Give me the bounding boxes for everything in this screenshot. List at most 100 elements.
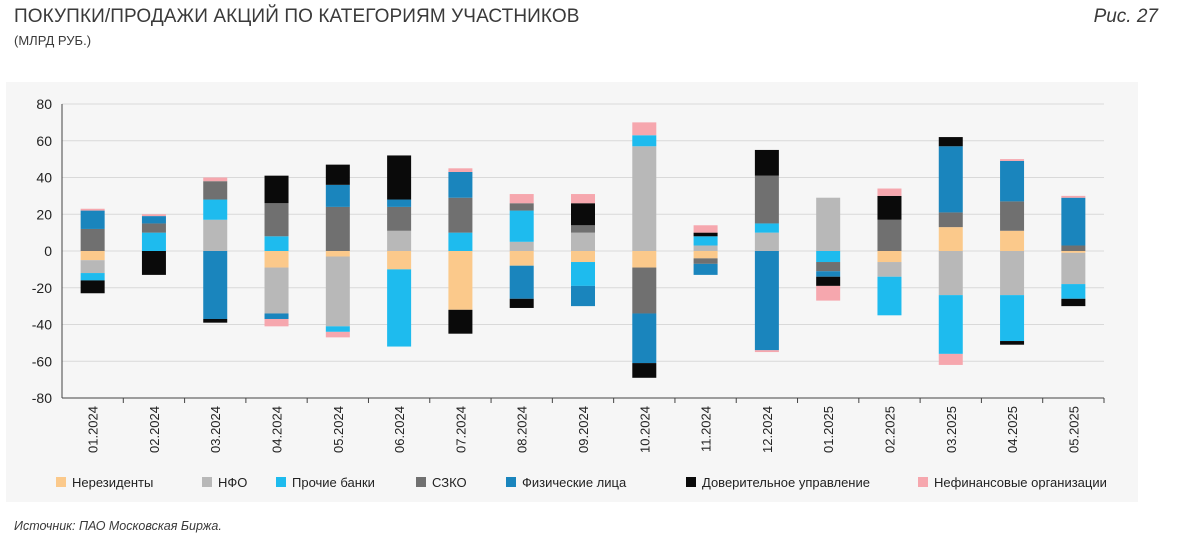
- x-tick-label: 07.2024: [453, 406, 468, 453]
- bar-segment: [632, 135, 657, 147]
- bar-segment: [816, 262, 841, 272]
- bar-segment: [264, 267, 289, 314]
- bar-segment: [754, 232, 779, 251]
- x-tick-label: 06.2024: [392, 406, 407, 453]
- bar-segment: [693, 225, 718, 233]
- bar-segment: [1000, 230, 1025, 251]
- bar-segment: [754, 175, 779, 224]
- bar-segment: [816, 251, 841, 263]
- bar-segment: [816, 271, 841, 277]
- bar-segment: [1000, 251, 1025, 296]
- bar-segment: [141, 232, 166, 251]
- bar-segment: [80, 210, 105, 229]
- bar-segment: [80, 273, 105, 281]
- bar-segment: [325, 164, 350, 185]
- bar-segment: [632, 267, 657, 314]
- bar-segment: [1061, 284, 1086, 299]
- bar-segment: [264, 251, 289, 268]
- bar-segment: [264, 318, 289, 327]
- chart-subtitle: (МЛРД РУБ.): [14, 33, 92, 48]
- bar-segment: [938, 137, 963, 147]
- bar-segment: [754, 350, 779, 353]
- bar-segment: [693, 251, 718, 259]
- bar-segment: [571, 194, 595, 204]
- legend-label: Нерезиденты: [72, 475, 153, 490]
- legend-swatch: [276, 477, 286, 487]
- chart-title: ПОКУПКИ/ПРОДАЖИ АКЦИЙ ПО КАТЕГОРИЯМ УЧАС…: [14, 6, 580, 27]
- bar-segment: [141, 251, 166, 275]
- bar-segment: [1000, 160, 1025, 202]
- x-tick-label: 01.2025: [821, 406, 836, 453]
- bar-segment: [141, 216, 166, 224]
- bar-segment: [632, 363, 657, 378]
- bar-segment: [693, 245, 718, 251]
- y-tick-label: -40: [32, 317, 52, 333]
- bar-segment: [203, 219, 228, 251]
- bar-segment: [387, 269, 412, 347]
- y-tick-label: -60: [32, 353, 52, 369]
- bar-segment: [203, 318, 228, 323]
- x-tick-label: 09.2024: [576, 406, 591, 453]
- bar-segment: [325, 331, 350, 338]
- bar-segment: [325, 256, 350, 327]
- chart-svg: 80 60 40 20 0 -20 -40 -60 -80 01.2024 02.2024 03.20…: [32, 96, 1107, 490]
- bar-segment: [693, 258, 718, 264]
- x-tick-label: 03.2025: [944, 406, 959, 453]
- bar-segment: [203, 177, 228, 182]
- legend-label: Физические лица: [522, 475, 627, 490]
- bar-segment: [264, 203, 289, 237]
- x-tick-label: 05.2024: [331, 406, 346, 453]
- bar-segment: [938, 212, 963, 228]
- bar-segment: [80, 251, 105, 261]
- bar-segment: [632, 122, 657, 136]
- bar-segment: [448, 309, 473, 334]
- bar-segment: [877, 276, 902, 316]
- bar-segment: [1061, 197, 1086, 246]
- bar-segment: [80, 260, 105, 274]
- legend-swatch: [506, 477, 516, 487]
- x-tick-label: 01.2024: [86, 406, 101, 453]
- bar-segment: [938, 227, 963, 251]
- x-tick-label: 12.2024: [760, 406, 775, 453]
- bar-segment: [509, 265, 534, 299]
- chart-panel: 80 60 40 20 0 -20 -40 -60 -80 01.2024 02.2024 03.20…: [6, 82, 1138, 502]
- bar-segment: [816, 197, 841, 251]
- bar-segment: [141, 223, 166, 233]
- bar-segment: [571, 203, 595, 226]
- bar-segment: [387, 206, 412, 231]
- bar-segment: [264, 236, 289, 251]
- bar-segment: [632, 146, 657, 251]
- y-tick-label: -20: [32, 280, 52, 296]
- legend-swatch: [686, 477, 696, 487]
- legend-label: Нефинансовые организации: [934, 475, 1107, 490]
- x-tick-label: 05.2025: [1066, 406, 1081, 453]
- bar-segment: [264, 313, 289, 319]
- bar-segment: [1061, 251, 1086, 253]
- bar-segment: [203, 251, 228, 319]
- legend-label: СЗКО: [432, 475, 467, 490]
- bar-segment: [448, 251, 473, 310]
- bar-segment: [264, 175, 289, 204]
- y-tick-label: 0: [44, 243, 52, 259]
- figure-label: Рис. 27: [1093, 6, 1158, 27]
- bar-segment: [1061, 252, 1086, 285]
- legend-swatch: [416, 477, 426, 487]
- bar-segment: [80, 228, 105, 251]
- bar-segment: [1000, 201, 1025, 231]
- y-tick-label: 40: [36, 170, 52, 186]
- bar-segment: [325, 326, 350, 332]
- y-tick-label: 80: [36, 96, 52, 112]
- bar-segment: [141, 214, 166, 217]
- x-tick-label: 02.2024: [147, 406, 162, 453]
- bar-segment: [448, 232, 473, 251]
- legend-label: Прочие банки: [292, 475, 375, 490]
- bar-segment: [1061, 245, 1086, 251]
- bar-segment: [938, 295, 963, 354]
- bar-segment: [1000, 341, 1025, 345]
- bar-segment: [1061, 298, 1086, 307]
- legend-swatch: [56, 477, 66, 487]
- bar-segment: [509, 251, 534, 266]
- bar-segment: [571, 225, 595, 233]
- bar-segment: [571, 232, 595, 251]
- bar-segment: [693, 232, 718, 237]
